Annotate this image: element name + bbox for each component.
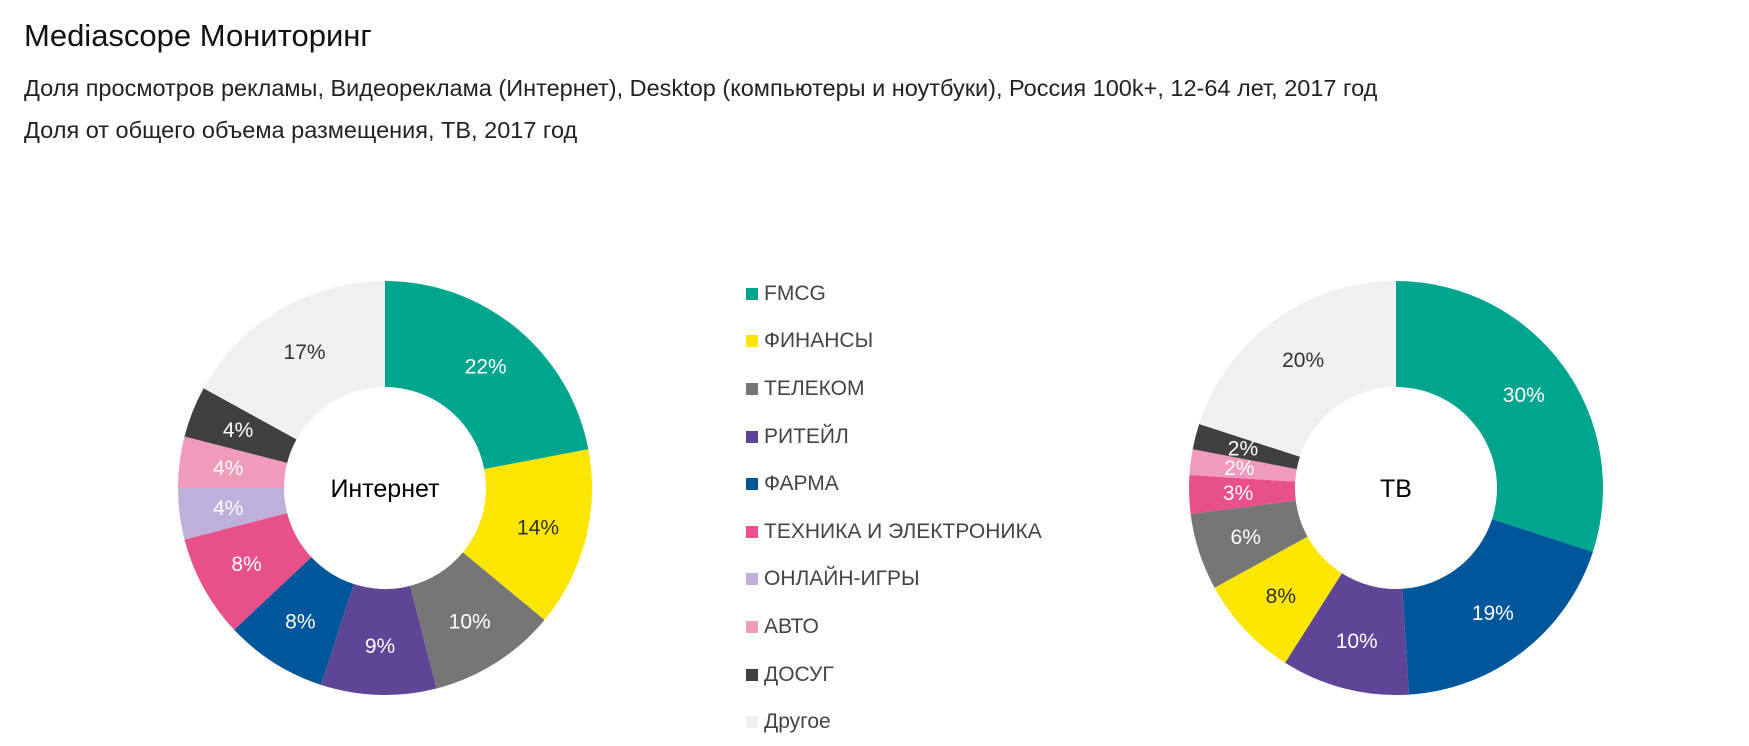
slice-fmcg [385, 281, 589, 470]
legend-label: ТЕХНИКА И ЭЛЕКТРОНИКА [764, 519, 1042, 543]
slice-телеком [1190, 500, 1308, 588]
legend-label: ОНЛАЙН-ИГРЫ [764, 567, 920, 591]
data-label: 30% [1503, 384, 1545, 407]
slice-фарма [1402, 519, 1593, 695]
data-label: 4% [213, 457, 243, 480]
legend-item: РИТЕЙЛ [746, 413, 1042, 461]
legend-item: Другое [746, 698, 1042, 746]
data-label: 22% [465, 355, 507, 378]
legend-swatch [746, 430, 758, 443]
legend-label: ФИНАНСЫ [764, 329, 874, 353]
data-label: 19% [1472, 602, 1514, 625]
slice-телеком [410, 552, 545, 689]
slice-досуг [184, 388, 297, 463]
legend-item: АВТО [746, 603, 1042, 651]
legend-label: ТЕЛЕКОМ [764, 376, 865, 400]
slice-досуг [1192, 424, 1300, 470]
data-label: 8% [285, 610, 315, 633]
slice-ритейл [1285, 573, 1409, 696]
donut-center-title: ТВ [1380, 475, 1412, 503]
legend: FMCG ФИНАНСЫ ТЕЛЕКОМ РИТЕЙЛ ФАРМА ТЕХНИКА И Э… [746, 270, 1042, 746]
legend-label: Другое [764, 710, 831, 734]
legend-item: ОНЛАЙН-ИГРЫ [746, 556, 1042, 604]
data-label: 4% [213, 497, 243, 520]
legend-label: АВТО [764, 614, 819, 638]
legend-swatch [746, 335, 758, 348]
slice-фарма [234, 557, 354, 685]
slice-финансы [462, 449, 592, 620]
legend-item: ТЕХНИКА И ЭЛЕКТРОНИКА [746, 508, 1042, 556]
slice-онлайн-игры [178, 488, 288, 540]
slice-авто [178, 436, 288, 488]
legend-swatch [746, 573, 758, 586]
slice-другое [1199, 281, 1396, 457]
data-label: 9% [365, 635, 395, 658]
data-label: 2% [1224, 457, 1254, 480]
legend-item: ФИНАНСЫ [746, 318, 1042, 366]
legend-item: ФАРМА [746, 460, 1042, 508]
page-title: Mediascope Мониторинг [24, 18, 372, 53]
data-label: 8% [231, 553, 261, 576]
data-label: 6% [1231, 526, 1261, 549]
data-label: 20% [1282, 349, 1324, 372]
slice-авто [1189, 449, 1297, 482]
slice-другое [203, 281, 385, 440]
legend-item: ТЕЛЕКОМ [746, 365, 1042, 413]
legend-swatch [746, 620, 758, 633]
slice-техника-и-электроника [1189, 475, 1296, 514]
slice-fmcg [1396, 281, 1603, 552]
data-label: 10% [449, 610, 491, 633]
slice-финансы [1214, 536, 1342, 663]
slice-техника-и-электроника [184, 513, 312, 630]
legend-swatch [746, 668, 758, 681]
data-label: 3% [1223, 482, 1253, 505]
legend-label: ДОСУГ [764, 662, 834, 686]
data-label: 2% [1228, 438, 1258, 461]
legend-item: FMCG [746, 270, 1042, 318]
legend-label: FMCG [764, 281, 826, 305]
subtitle-tv: Доля от общего объема размещения, ТВ, 20… [24, 117, 578, 143]
slice-ритейл [321, 584, 437, 695]
legend-swatch [746, 716, 758, 729]
legend-label: ФАРМА [764, 472, 839, 496]
legend-item: ДОСУГ [746, 651, 1042, 699]
legend-swatch [746, 478, 758, 491]
data-label: 17% [284, 341, 326, 364]
donut-center-title: Интернет [330, 475, 440, 503]
data-label: 14% [517, 516, 559, 539]
legend-swatch [746, 382, 758, 395]
legend-swatch [746, 525, 758, 538]
data-label: 8% [1266, 585, 1296, 608]
data-label: 4% [223, 419, 253, 442]
legend-label: РИТЕЙЛ [764, 424, 849, 448]
legend-swatch [746, 287, 758, 300]
data-label: 10% [1336, 630, 1378, 653]
subtitle-internet: Доля просмотров рекламы, Видеореклама (И… [24, 75, 1378, 101]
